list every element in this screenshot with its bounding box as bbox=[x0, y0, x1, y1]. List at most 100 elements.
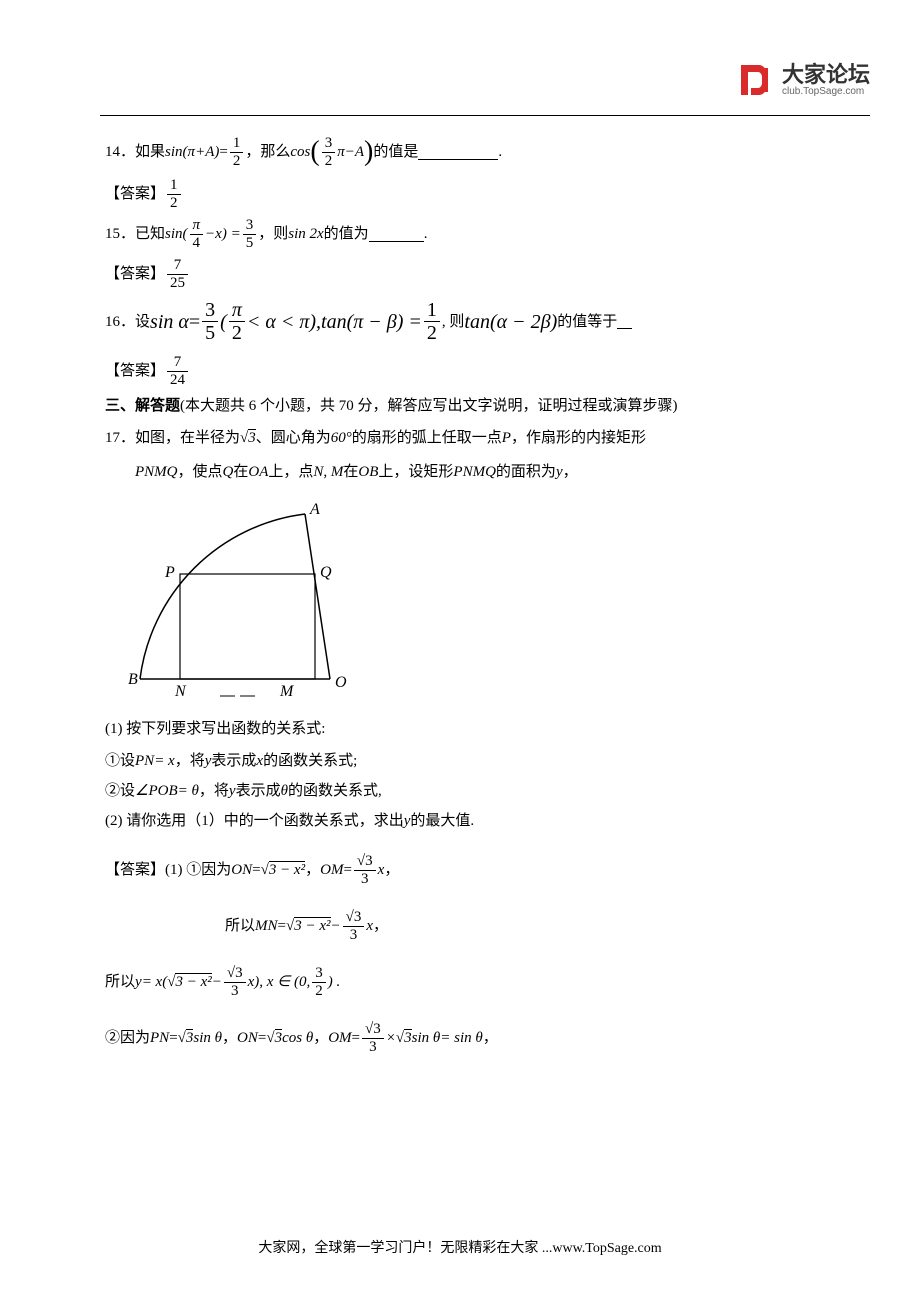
svg-text:A: A bbox=[309, 501, 320, 518]
t: + bbox=[195, 140, 205, 164]
t: y bbox=[205, 749, 212, 773]
n: √3 bbox=[354, 853, 376, 871]
t: − bbox=[331, 914, 341, 938]
t: sin θ bbox=[412, 1026, 441, 1050]
t: OB bbox=[358, 460, 378, 484]
t: PNMQ bbox=[135, 460, 178, 484]
t: ， bbox=[563, 460, 578, 484]
desc: (本大题共 6 个小题，共 70 分，解答应写出文字说明，证明过程或演算步骤) bbox=[180, 394, 678, 418]
t: = bbox=[278, 914, 286, 938]
q15-num: 15． bbox=[105, 222, 135, 246]
t: × bbox=[386, 1026, 396, 1050]
t: sin 2x bbox=[288, 222, 323, 246]
n: √3 bbox=[343, 909, 365, 927]
t: 的值为 bbox=[324, 222, 369, 246]
t: x), x ∈ (0, bbox=[248, 970, 311, 994]
q17-p2: ①设 PN = x ，将 y 表示成 x 的函数关系式; bbox=[105, 749, 845, 773]
t: ，将 bbox=[199, 779, 229, 803]
frac: 12 bbox=[167, 177, 181, 211]
t: 则 bbox=[273, 222, 288, 246]
d: 24 bbox=[167, 372, 188, 389]
t: A bbox=[355, 140, 364, 164]
ans-label: 【答案】 bbox=[105, 858, 165, 882]
q17-ans-l3: 所以 y = x( √3 − x² − √33 x), x ∈ (0, 32 )… bbox=[105, 965, 845, 999]
n: 3 bbox=[243, 217, 257, 235]
q14-sin: sin bbox=[165, 140, 183, 164]
document-content: 14． 如果 sin ( π + A ) = 12 ， 那么 cos ( 32 … bbox=[105, 135, 845, 1061]
t: = bbox=[189, 306, 200, 338]
n: π bbox=[190, 217, 204, 235]
t: ON bbox=[231, 858, 252, 882]
header-logo: 大家论坛 club.TopSage.com bbox=[736, 60, 870, 100]
n: 3 bbox=[322, 135, 336, 153]
frac: π2 bbox=[229, 299, 245, 344]
sqrt3: √3 bbox=[240, 426, 256, 450]
d: 5 bbox=[243, 235, 257, 252]
t: ， bbox=[258, 222, 273, 246]
t: = x bbox=[154, 749, 175, 773]
frac: 32 bbox=[322, 135, 336, 169]
d: 2 bbox=[312, 983, 326, 1000]
n: 1 bbox=[167, 177, 181, 195]
d: 4 bbox=[190, 235, 204, 252]
t: 上，设矩形 bbox=[378, 460, 453, 484]
t: 的面积为 bbox=[496, 460, 556, 484]
t: ， bbox=[384, 858, 399, 882]
section3-title: 三、解答题 (本大题共 6 个小题，共 70 分，解答应写出文字说明，证明过程或… bbox=[105, 394, 845, 418]
t: = bbox=[258, 1026, 266, 1050]
t: ( bbox=[220, 306, 227, 338]
t: < α < π), bbox=[247, 306, 321, 338]
t: ， bbox=[373, 914, 388, 938]
q17-p1: (1) 按下列要求写出函数的关系式: bbox=[105, 717, 845, 741]
t: 的扇形的弧上任取一点 bbox=[352, 426, 502, 450]
t: 如图，在半径为 bbox=[135, 426, 240, 450]
t: ， bbox=[305, 858, 320, 882]
header-divider bbox=[100, 115, 870, 116]
lparen: ( bbox=[310, 141, 319, 163]
sqrt: √3 − x² bbox=[286, 914, 331, 938]
t: ∠POB bbox=[135, 779, 178, 803]
d: 2 bbox=[229, 322, 245, 344]
n: π bbox=[229, 299, 245, 322]
t: − bbox=[212, 970, 222, 994]
svg-text:O: O bbox=[335, 674, 347, 691]
t: OA bbox=[248, 460, 268, 484]
t: 的函数关系式, bbox=[288, 779, 382, 803]
t: sin α bbox=[150, 306, 189, 338]
t: , 则 bbox=[442, 310, 465, 334]
frac: √33 bbox=[354, 853, 376, 887]
t: PN bbox=[150, 1026, 169, 1050]
t: y bbox=[135, 970, 142, 994]
t: 表示成 bbox=[211, 749, 256, 773]
t: ，使点 bbox=[178, 460, 223, 484]
t: − bbox=[345, 140, 355, 164]
t: 已知 bbox=[135, 222, 165, 246]
t: y bbox=[404, 809, 411, 833]
t: PNMQ bbox=[453, 460, 496, 484]
q15-answer: 【答案】 725 bbox=[105, 257, 845, 291]
sqrt3: √3 bbox=[396, 1026, 412, 1050]
t: (1) ①因为 bbox=[165, 858, 231, 882]
q17-num: 17． bbox=[105, 426, 135, 450]
q16-answer: 【答案】 724 bbox=[105, 354, 845, 388]
t: ) = bbox=[222, 222, 241, 246]
frac: π4 bbox=[190, 217, 204, 251]
q17-ans-l4: ②因为 PN = √3 sin θ ， ON = √3 cos θ ， OM =… bbox=[105, 1021, 845, 1055]
svg-text:P: P bbox=[164, 564, 175, 581]
svg-text:M: M bbox=[279, 683, 295, 699]
sqrt3: √3 bbox=[178, 1026, 194, 1050]
t: 所以 bbox=[225, 914, 255, 938]
t: PN bbox=[135, 749, 154, 773]
t: OM bbox=[320, 858, 343, 882]
d: 3 bbox=[354, 871, 376, 888]
rparen: ) bbox=[364, 141, 373, 163]
t: cos bbox=[290, 140, 310, 164]
svg-text:N: N bbox=[174, 683, 187, 699]
t: 60° bbox=[331, 426, 352, 450]
t: ， bbox=[245, 140, 260, 164]
t: P bbox=[502, 426, 511, 450]
title: 三、解答题 bbox=[105, 394, 180, 418]
t: (2) 请你选用（1）中的一个函数关系式，求出 bbox=[105, 809, 404, 833]
frac: 12 bbox=[230, 135, 244, 169]
d: 3 bbox=[224, 983, 246, 1000]
